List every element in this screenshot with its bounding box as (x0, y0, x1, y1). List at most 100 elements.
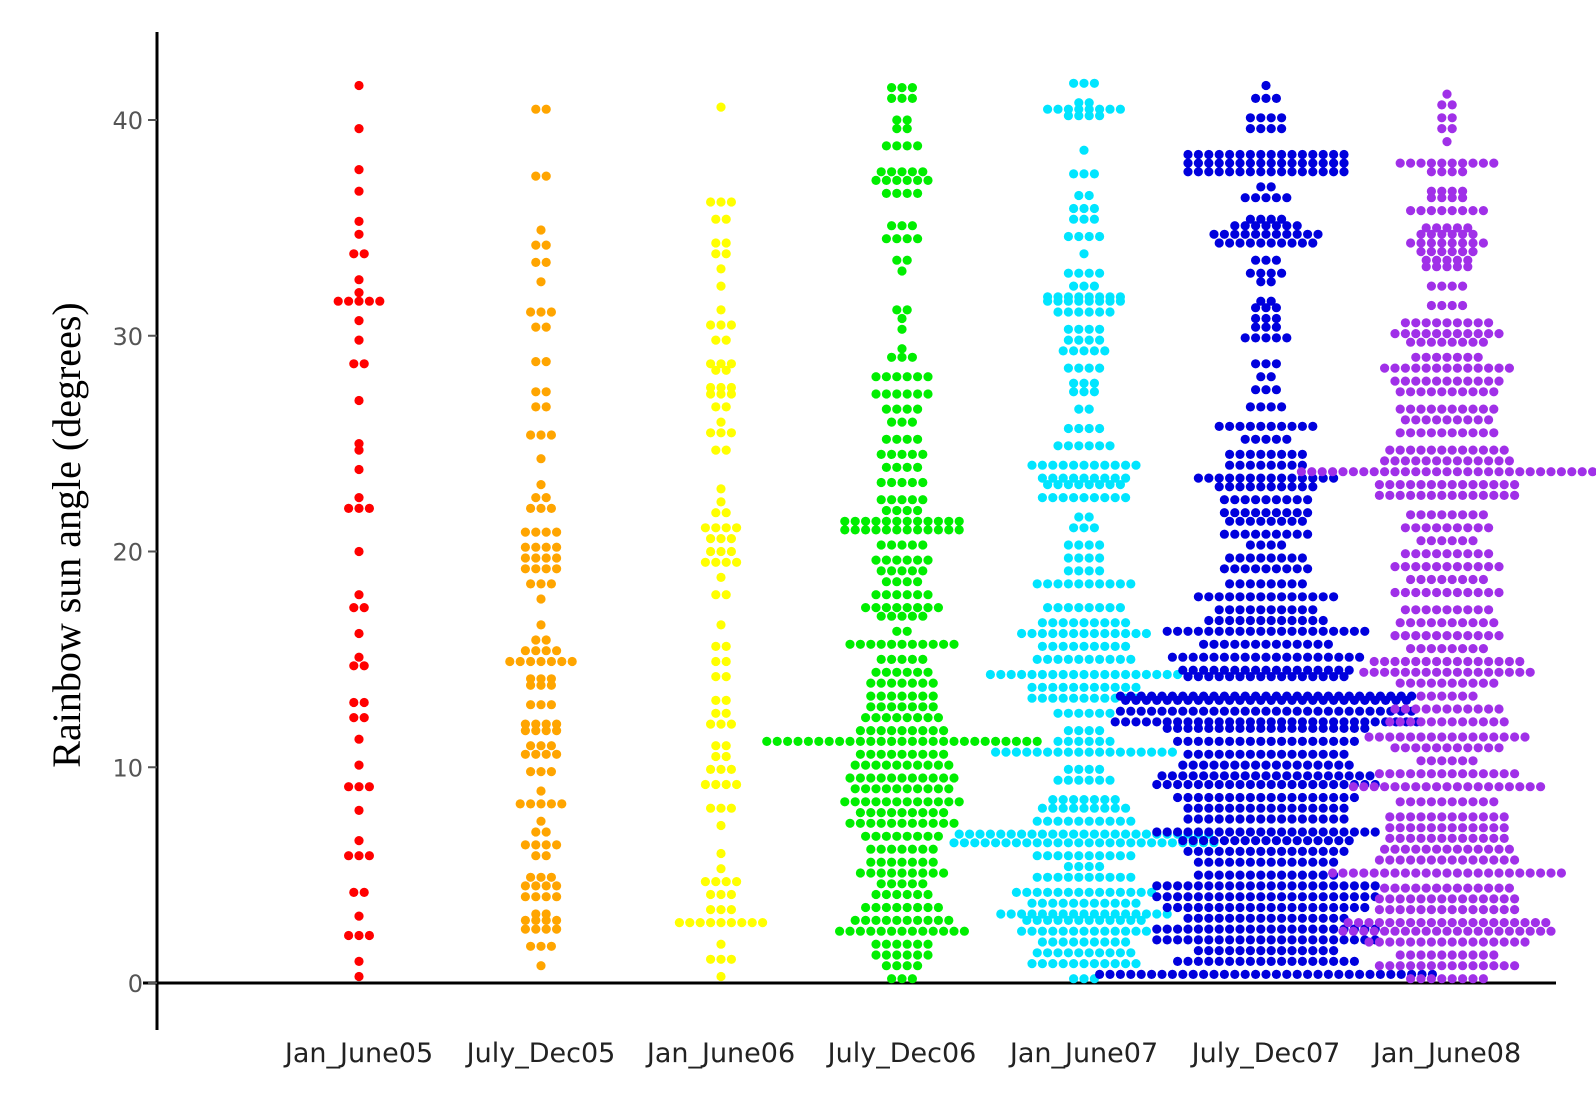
data-point (520, 726, 531, 736)
data-point (918, 726, 928, 736)
data-point (1105, 292, 1115, 302)
data-point (1266, 158, 1276, 168)
data-point (354, 930, 364, 941)
data-point (1437, 510, 1447, 520)
data-point (1219, 639, 1229, 649)
data-point (1478, 812, 1488, 822)
data-point (1209, 691, 1219, 701)
data-point (1426, 823, 1436, 833)
data-point (1235, 717, 1245, 727)
data-point (1089, 281, 1099, 291)
data-point (1329, 935, 1339, 945)
data-point (1183, 913, 1193, 923)
data-point (1105, 948, 1115, 958)
data-point (1385, 961, 1395, 971)
data-point (907, 417, 918, 427)
data-point (541, 357, 551, 367)
data-point (1245, 615, 1255, 626)
data-point (913, 889, 923, 900)
data-point (1426, 404, 1436, 414)
data-point (354, 971, 364, 982)
data-point (520, 840, 531, 850)
data-point (1426, 717, 1436, 727)
data-point (1277, 723, 1287, 734)
data-point (1313, 706, 1323, 716)
data-point (1416, 812, 1426, 822)
data-point (1074, 764, 1084, 775)
data-point (1338, 868, 1348, 878)
data-point (1484, 926, 1494, 936)
data-point (1193, 149, 1203, 160)
data-point (1297, 803, 1307, 813)
data-point (1478, 387, 1488, 397)
data-point (1204, 881, 1214, 891)
data-point (1308, 924, 1318, 934)
data-point (1126, 691, 1136, 701)
data-point (531, 646, 541, 656)
data-point (1121, 717, 1131, 727)
data-point (354, 464, 364, 475)
data-point (892, 555, 902, 565)
data-point (1058, 926, 1068, 936)
data-point (1053, 851, 1063, 861)
data-point (354, 628, 364, 639)
data-point (1225, 946, 1235, 956)
data-point (1245, 238, 1255, 248)
data-point (1432, 587, 1442, 598)
data-point (1437, 337, 1447, 347)
data-point (1277, 870, 1287, 880)
data-point (1463, 329, 1473, 339)
data-point (1499, 732, 1509, 742)
data-point (1437, 167, 1447, 177)
data-point (1484, 467, 1494, 477)
data-point (933, 525, 944, 535)
data-point (1287, 238, 1297, 248)
data-point (726, 803, 737, 813)
data-point (1426, 387, 1436, 397)
data-point (1287, 956, 1297, 967)
data-point (531, 553, 541, 563)
data-point (1277, 846, 1287, 857)
data-point (1037, 460, 1047, 470)
data-point (536, 961, 546, 971)
data-point (1282, 665, 1292, 675)
data-point (1209, 760, 1219, 770)
data-point (954, 516, 964, 526)
data-point (1131, 959, 1141, 969)
data-point (1266, 592, 1276, 602)
data-point (1458, 732, 1468, 742)
data-point (1386, 969, 1396, 980)
data-point (1225, 717, 1235, 727)
data-point (1074, 553, 1084, 563)
data-point (1447, 618, 1457, 628)
data-point (1256, 779, 1266, 790)
data-point (1452, 363, 1462, 373)
data-point (1162, 881, 1172, 891)
data-point (907, 167, 918, 177)
data-point (918, 926, 928, 936)
data-point (1432, 329, 1442, 339)
data-point (1240, 434, 1250, 444)
data-point (1245, 736, 1255, 747)
data-point (1308, 956, 1318, 967)
data-point (526, 674, 536, 684)
data-point (1136, 887, 1146, 898)
data-point (1167, 652, 1177, 662)
data-point (1089, 493, 1099, 503)
data-point (531, 827, 541, 837)
data-point (1225, 516, 1235, 526)
data-point (1074, 654, 1084, 665)
data-point (1188, 691, 1198, 701)
data-point (1084, 190, 1094, 201)
data-point (866, 749, 876, 759)
data-point (1199, 760, 1209, 770)
data-point (1006, 669, 1016, 680)
data-point (1411, 562, 1421, 572)
data-point (1100, 682, 1110, 693)
data-point (1199, 771, 1209, 781)
data-point (1421, 329, 1431, 339)
data-point (1308, 792, 1318, 803)
data-point (850, 784, 860, 794)
data-point (732, 877, 742, 887)
data-point (1251, 359, 1261, 369)
